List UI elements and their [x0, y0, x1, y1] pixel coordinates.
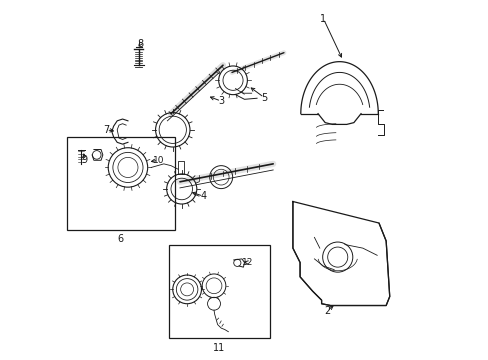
Text: 4: 4: [200, 191, 206, 201]
Text: 9: 9: [81, 155, 88, 165]
Bar: [67, 137, 174, 230]
Text: 6: 6: [118, 234, 123, 244]
Text: 3: 3: [218, 96, 224, 106]
Text: 5: 5: [261, 93, 267, 103]
Bar: [169, 244, 269, 338]
Text: 10: 10: [152, 156, 164, 165]
Text: 12: 12: [242, 258, 253, 267]
Text: 11: 11: [213, 343, 225, 353]
Text: 8: 8: [137, 39, 143, 49]
Text: 2: 2: [323, 306, 329, 316]
Text: 7: 7: [103, 125, 109, 135]
Text: 1: 1: [320, 14, 326, 24]
